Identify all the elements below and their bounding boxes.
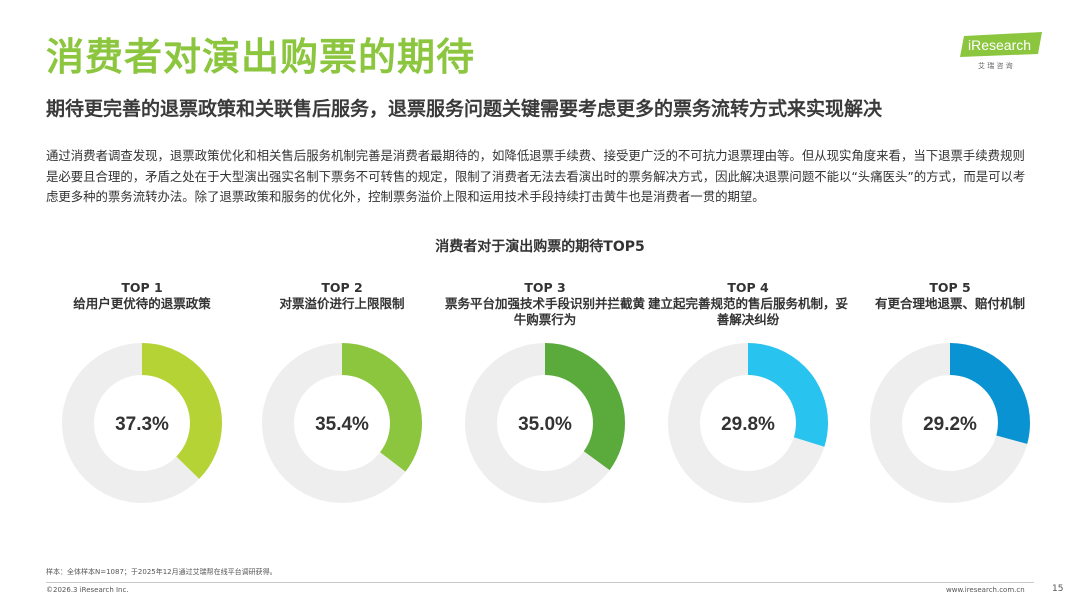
donut-svg: 35.0% (465, 343, 625, 503)
donut-svg: 29.2% (870, 343, 1030, 503)
donut-value-arc (262, 343, 422, 503)
footer-divider (46, 582, 1034, 583)
donut-label: 有更合理地退票、赔付机制 (874, 296, 1025, 311)
website-link[interactable]: www.iresearch.com.cn (946, 586, 1025, 594)
donut-rank: TOP 1 (121, 280, 163, 295)
donut-value-arc (62, 343, 222, 503)
donut-rank: TOP 4 (727, 280, 769, 295)
logo-brand-text: iResearch (968, 37, 1031, 53)
donut-svg: 37.3% (62, 343, 222, 503)
donut-rank: TOP 2 (321, 280, 363, 295)
donut-value-label: 29.8% (721, 414, 775, 435)
donut-label: 给用户更优待的退票政策 (73, 296, 211, 311)
donut-chart-top5: TOP 5 有更合理地退票、赔付机制 29.2% (850, 280, 1050, 510)
donut-svg: 35.4% (262, 343, 422, 503)
donut-chart-top4: TOP 4 建立起完善规范的售后服务机制，妥善解决纠纷 29.8% (648, 280, 848, 510)
sample-footnote: 样本：全体样本N=1087；于2025年12月通过艾瑞帮在线平台调研获得。 (46, 568, 277, 576)
page-number: 15 (1052, 584, 1064, 594)
donut-chart-top1: TOP 1 给用户更优待的退票政策 37.3% (42, 280, 242, 510)
page-subtitle: 期待更完善的退票政策和关联售后服务，退票服务问题关键需要考虑更多的票务流转方式来… (46, 98, 883, 120)
donut-value-label: 35.4% (315, 414, 369, 435)
donut-value-arc (668, 343, 828, 503)
donut-rank: TOP 3 (524, 280, 566, 295)
chart-title: 消费者对于演出购票的期待TOP5 (435, 239, 645, 255)
donut-label: 票务平台加强技术手段识别并拦截黄牛购票行为 (445, 296, 646, 327)
logo-tagline-text: 艾 瑞 咨 询 (978, 61, 1013, 70)
page-title: 消费者对演出购票的期待 (46, 35, 476, 79)
donut-svg: 29.8% (668, 343, 828, 503)
donut-label: 对票溢价进行上限限制 (279, 296, 405, 311)
donut-rank: TOP 5 (929, 280, 971, 295)
donut-value-arc (465, 343, 625, 503)
summary-paragraph: 通过消费者调查发现，退票政策优化和相关售后服务机制完善是消费者最期待的，如降低退… (46, 148, 1026, 204)
donut-label: 建立起完善规范的售后服务机制，妥善解决纠纷 (648, 296, 849, 327)
donut-value-label: 35.0% (518, 414, 572, 435)
iresearch-logo: iResearch 艾 瑞 咨 询 (958, 30, 1048, 72)
copyright-text: ©2026.3 iResearch Inc. (46, 586, 129, 594)
donut-chart-top3: TOP 3 票务平台加强技术手段识别并拦截黄牛购票行为 35.0% (445, 280, 645, 510)
donut-value-label: 29.2% (923, 414, 977, 435)
donut-chart-top2: TOP 2 对票溢价进行上限限制 35.4% (242, 280, 442, 510)
donut-value-label: 37.3% (115, 414, 169, 435)
donut-value-arc (870, 343, 1030, 503)
